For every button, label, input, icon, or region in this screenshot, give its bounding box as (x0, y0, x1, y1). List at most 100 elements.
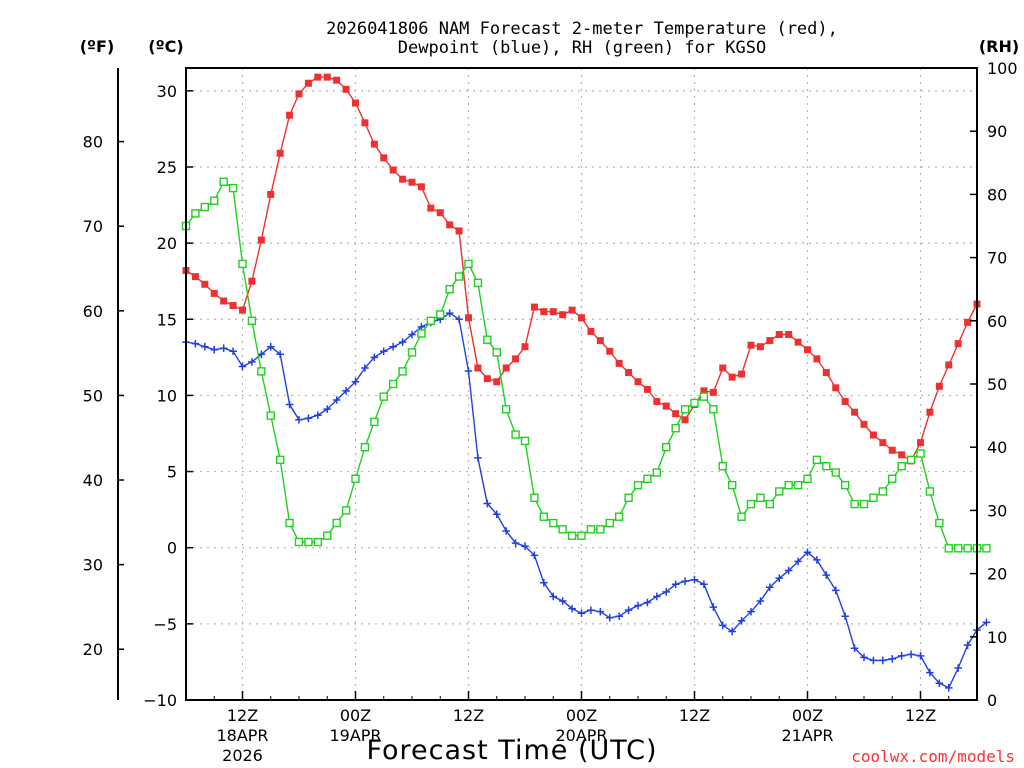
celsius-tick-label: 5 (167, 463, 177, 482)
rh-tick-label: 10 (987, 628, 1007, 647)
rh-point (567, 531, 577, 540)
rh-point (765, 499, 775, 509)
temperature-point (493, 378, 501, 386)
dewpoint-point (653, 592, 661, 601)
temperature-point (653, 398, 661, 406)
temperature-point (248, 277, 256, 285)
temperature-point (804, 346, 811, 354)
rh-point (906, 455, 916, 465)
temperature-point (578, 314, 585, 322)
rh-tick-label: 0 (987, 691, 997, 710)
temperature-point (427, 204, 435, 212)
temperature-point (587, 327, 595, 335)
dewpoint-point (784, 566, 793, 575)
dewpoint-point (398, 338, 407, 346)
temperature-point (380, 154, 388, 162)
dewpoint-point (671, 580, 680, 589)
dewpoint-point (521, 542, 529, 550)
rh-point (888, 474, 897, 483)
rh-point (803, 474, 812, 483)
rh-point (492, 348, 501, 357)
rh-tick-label: 40 (987, 438, 1007, 457)
dewpoint-point (681, 577, 689, 586)
temperature-point (389, 166, 397, 174)
dewpoint-point (351, 377, 360, 386)
celsius-unit-label: (ºC) (148, 37, 183, 56)
series-rh (181, 177, 991, 553)
temperature-point (286, 111, 294, 119)
rh-unit-label: (RH) (979, 37, 1019, 56)
temperature-point (879, 439, 887, 447)
temperature-point (625, 369, 633, 377)
dewpoint-point (926, 668, 934, 677)
rh-point (897, 461, 906, 471)
rh-point (360, 443, 370, 452)
rh-point (746, 499, 756, 509)
temperature-point (766, 337, 774, 345)
rh-point (257, 367, 266, 376)
dewpoint-point (954, 664, 962, 672)
temperature-point (512, 355, 520, 363)
credit-text: coolwx.com/models (851, 747, 1015, 766)
dewpoint-point (935, 679, 944, 688)
fahrenheit-tick-label: 40 (83, 471, 103, 490)
dewpoint-point (907, 650, 915, 659)
rh-point (925, 487, 935, 496)
fahrenheit-tick-label: 70 (83, 217, 103, 236)
rh-point (718, 461, 727, 471)
dewpoint-point (492, 510, 501, 519)
rh-point (332, 518, 341, 528)
chart-title-line-2: Dewpoint (blue), RH (green) for KGSO (398, 38, 766, 58)
rh-point (304, 537, 313, 547)
temperature-point (851, 408, 859, 416)
dewpoint-point (314, 411, 322, 420)
rh-point (831, 468, 840, 477)
rh-tick-label: 90 (987, 122, 1007, 141)
rh-point (210, 196, 219, 205)
dewpoint-point (361, 364, 369, 372)
dewpoint-point (869, 656, 878, 665)
temperature-point (869, 431, 877, 439)
temperature-point (267, 190, 275, 198)
temperature-point (323, 73, 331, 81)
temperature-point (191, 273, 199, 281)
rh-point (558, 525, 567, 534)
rh-point (436, 310, 445, 319)
celsius-tick-label: 10 (157, 386, 177, 405)
dewpoint-point (577, 609, 586, 617)
dewpoint-point (690, 575, 699, 584)
rh-point (266, 411, 275, 420)
dewpoint-point (624, 606, 633, 614)
temperature-point (606, 347, 614, 355)
rh-point (840, 480, 850, 490)
dewpoint-point (379, 347, 388, 356)
temperature-point (634, 378, 642, 386)
rh-point (464, 259, 473, 269)
rh-point (200, 202, 210, 212)
rh-point (671, 424, 680, 433)
temperature-point (945, 361, 953, 369)
x-axis-label: Forecast Time (UTC) (366, 735, 657, 766)
dewpoint-point (445, 309, 454, 317)
temperature-point (483, 375, 491, 383)
rh-point (398, 367, 407, 376)
rh-point (793, 480, 803, 490)
time-tick-label: 12Z (453, 706, 484, 725)
temperature-point (314, 73, 322, 81)
dewpoint-point (803, 548, 812, 557)
dewpoint-point (502, 527, 510, 535)
rh-point (388, 379, 398, 389)
time-date-label: 19APR (329, 726, 381, 745)
dewpoint-point (389, 342, 397, 351)
rh-point (699, 392, 709, 401)
temperature-point (399, 175, 407, 183)
dewpoint-point (944, 684, 953, 692)
rh-point (859, 499, 869, 509)
dewpoint-point (615, 612, 623, 621)
celsius-ticks: −10 −5 0 5 10 15 20 25 30 (143, 82, 193, 710)
time-date-label: 20APR (555, 726, 607, 745)
rh-point (869, 493, 878, 502)
rh-point (709, 405, 718, 414)
